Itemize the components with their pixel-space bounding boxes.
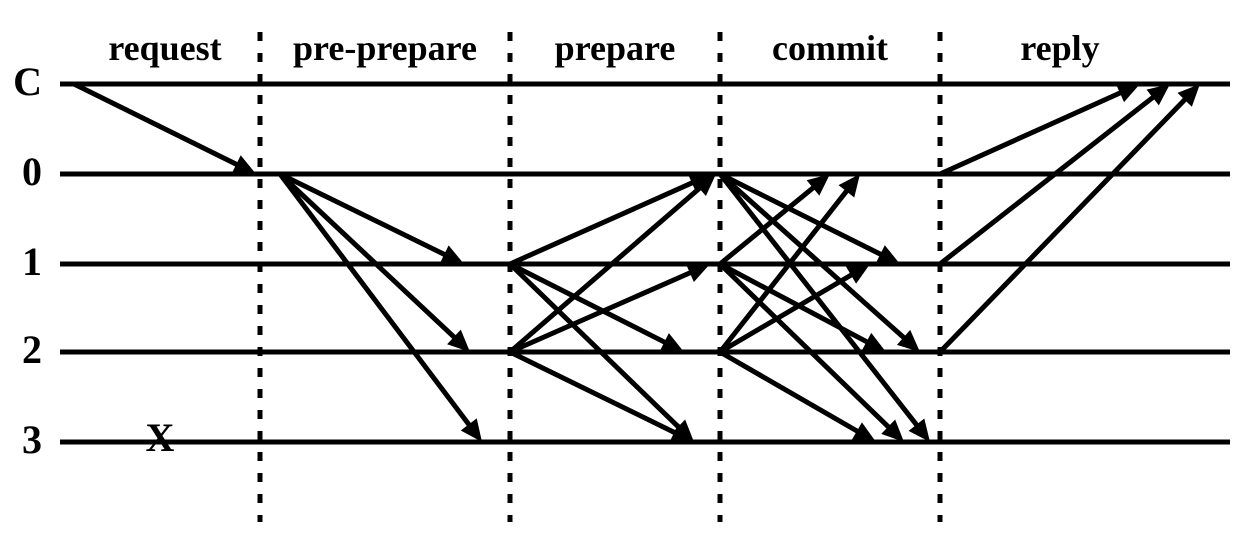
arrow-2-3-18 — [720, 352, 857, 431]
arrow-1-0-4 — [510, 183, 692, 264]
phase-label-request: request — [108, 28, 221, 68]
lane-label-0: 0 — [22, 149, 42, 194]
arrow-2-3-9 — [510, 352, 674, 432]
arrow-0-3-3 — [280, 174, 469, 424]
arrow-1-2-14 — [720, 264, 867, 342]
phase-label-commit: commit — [772, 28, 888, 68]
arrow-2-0-7 — [510, 188, 699, 352]
arrow-0-C-19 — [940, 93, 1120, 174]
arrow-2-C-21 — [940, 100, 1185, 352]
lane-label-2: 2 — [22, 327, 42, 372]
arrow-0-1-1 — [280, 174, 444, 254]
phase-label-prepare: prepare — [555, 28, 676, 68]
pbft-sequence-diagram: C 0 1 2 3 request pre-prepare prepare commit repl… — [0, 0, 1240, 552]
lane-label-C: C — [13, 59, 42, 104]
phase-label-pre-prepare: pre-prepare — [293, 28, 477, 68]
arrow-0-2-2 — [280, 174, 454, 337]
lane-label-1: 1 — [22, 239, 42, 284]
arrow-C-0-0 — [74, 84, 236, 164]
arrow-0-3-12 — [720, 174, 916, 425]
lane-label-3: 3 — [22, 417, 42, 462]
phase-label-reply: reply — [1020, 28, 1099, 68]
faulty-node-marker: X — [146, 415, 175, 460]
